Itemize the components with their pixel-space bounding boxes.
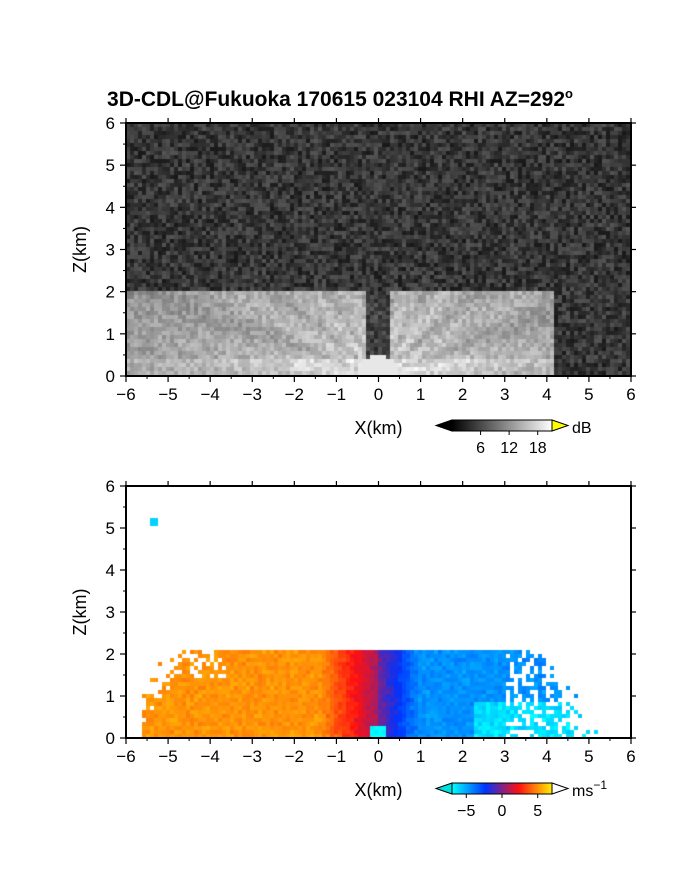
- x-tick-label: 3: [500, 385, 509, 404]
- colorbar-ramp: [451, 419, 553, 432]
- y-axis-label: Z(km): [70, 226, 90, 273]
- field-image: [126, 123, 631, 376]
- y-tick-label: 1: [106, 687, 115, 706]
- x-tick-label: 5: [584, 385, 593, 404]
- x-tick-label: −3: [243, 747, 262, 766]
- x-tick-label: −2: [285, 385, 304, 404]
- colorbar-tick-label: 0: [498, 803, 507, 820]
- colorbar: −5 0 5 ms−1: [434, 778, 607, 820]
- colorbar-unit: ms−1: [572, 778, 607, 800]
- x-tick-label: 1: [416, 747, 425, 766]
- colorbar: 6 12 18 dB: [434, 419, 592, 457]
- colorbar-tick-label: −5: [457, 803, 475, 820]
- x-tick-label: 6: [626, 385, 635, 404]
- figure-title: 3D-CDL@Fukuoka 170615 023104 RHI AZ=292o: [107, 86, 573, 111]
- colorbar-unit: dB: [572, 420, 592, 437]
- x-axis-label: X(km): [355, 418, 403, 438]
- velocity-panel: −6 −5 −4 −3 −2 −1 0 1 2 3 4 5 6 0 1 2 3 4 5 6 X(km) Z(km) −5 0 5…: [70, 477, 636, 820]
- x-tick-label: −3: [243, 385, 262, 404]
- x-tick-label: 6: [626, 747, 635, 766]
- x-tick-label: −6: [116, 385, 135, 404]
- y-tick-label: 6: [106, 477, 115, 496]
- y-tick-label: 1: [106, 325, 115, 344]
- x-tick-label: 0: [374, 747, 383, 766]
- colorbar-extend-max: [551, 782, 570, 795]
- y-tick-label: 2: [106, 645, 115, 664]
- x-tick-label: 3: [500, 747, 509, 766]
- y-tick-label: 0: [106, 367, 115, 386]
- y-tick-label: 2: [106, 283, 115, 302]
- x-tick-label: −4: [200, 385, 219, 404]
- x-tick-label: −5: [158, 747, 177, 766]
- x-tick-label: −5: [158, 385, 177, 404]
- y-tick-label: 4: [106, 198, 115, 217]
- x-tick-label: 0: [374, 385, 383, 404]
- x-axis-label: X(km): [355, 780, 403, 800]
- y-tick-label: 5: [106, 519, 115, 538]
- x-tick-label: −4: [200, 747, 219, 766]
- x-tick-label: 4: [542, 747, 551, 766]
- title-degree-superscript: o: [565, 86, 573, 101]
- x-tick-label: −2: [285, 747, 304, 766]
- colorbar-extend-min: [434, 782, 453, 795]
- y-tick-label: 4: [106, 561, 115, 580]
- x-tick-label: −1: [327, 385, 346, 404]
- y-tick-label: 3: [106, 603, 115, 622]
- x-tick-label: 2: [458, 747, 467, 766]
- colorbar-tick-label: 18: [529, 440, 547, 457]
- colorbar-tick-label: 12: [500, 440, 518, 457]
- colorbar-extend-max: [551, 419, 570, 432]
- colorbar-tick-label: 5: [533, 803, 542, 820]
- colorbar-extend-min: [434, 419, 453, 432]
- colorbar-tick-label: 6: [476, 440, 485, 457]
- y-tick-label: 6: [106, 114, 115, 133]
- x-tick-label: 4: [542, 385, 551, 404]
- y-tick-label: 5: [106, 156, 115, 175]
- x-tick-label: −1: [327, 747, 346, 766]
- x-tick-label: −6: [116, 747, 135, 766]
- x-tick-label: 1: [416, 385, 425, 404]
- y-tick-label: 0: [106, 729, 115, 748]
- y-axis-label: Z(km): [70, 589, 90, 636]
- y-tick-label: 3: [106, 241, 115, 260]
- x-tick-label: 2: [458, 385, 467, 404]
- colorbar-ramp: [451, 782, 553, 795]
- field-image: [126, 486, 631, 738]
- x-tick-label: 5: [584, 747, 593, 766]
